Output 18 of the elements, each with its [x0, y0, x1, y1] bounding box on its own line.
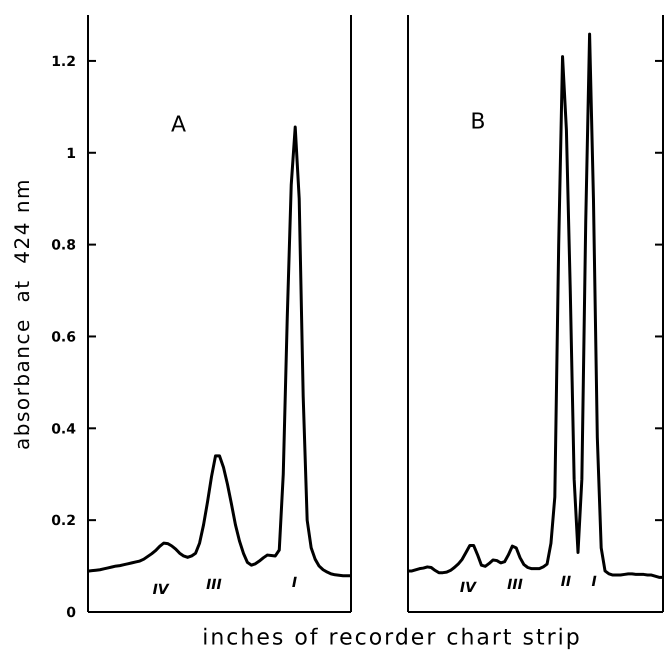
annotation: I	[292, 574, 298, 591]
text: A	[171, 112, 186, 138]
annotation: III	[507, 577, 523, 594]
y-tick-label: 1.2	[51, 54, 76, 70]
y-tick-label: 0.2	[51, 513, 76, 530]
y-tick-label: 0.8	[51, 238, 76, 254]
annotation: III	[206, 577, 222, 594]
y-tick-label: 1	[66, 146, 76, 162]
y-tick-label: 0	[66, 605, 76, 621]
y-tick-label: 0.4	[51, 421, 76, 438]
annotation: IV	[152, 582, 169, 598]
annotation: I	[592, 574, 597, 590]
annotation: IV	[460, 580, 476, 596]
x-axis-title: inches of recorder chart strip	[202, 626, 582, 650]
y-axis-title: absorbance at 424 nm	[10, 178, 34, 450]
text: B	[470, 110, 486, 135]
y-tick-label: 0.6	[51, 329, 76, 346]
annotation: II	[560, 574, 572, 590]
